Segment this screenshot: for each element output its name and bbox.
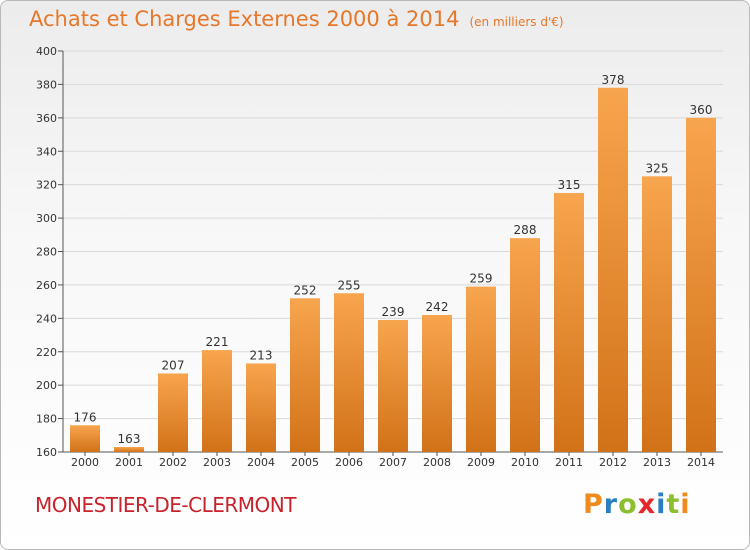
- x-tick-label: 2012: [599, 456, 627, 469]
- x-tick-label: 2006: [335, 456, 363, 469]
- x-tick-label: 2011: [555, 456, 583, 469]
- logo-letter: x: [637, 489, 657, 520]
- bar-2014: [686, 117, 716, 452]
- city-name: MONESTIER-DE-CLERMONT: [35, 493, 296, 517]
- y-tick-label: 340: [36, 145, 57, 158]
- logo-letter: r: [603, 489, 619, 520]
- y-tick-label: 280: [36, 246, 57, 259]
- x-tick-label: 2000: [71, 456, 99, 469]
- bar-2011: [554, 193, 584, 453]
- bar-2002: [158, 373, 188, 452]
- bar-2008: [422, 314, 452, 452]
- bar-2005: [290, 298, 320, 452]
- data-label-2003: 221: [206, 335, 229, 349]
- data-label-2000: 176: [74, 410, 97, 424]
- bar-2003: [202, 350, 232, 452]
- x-tick-label: 2001: [115, 456, 143, 469]
- bar-2000: [70, 425, 100, 452]
- y-tick-label: 220: [36, 346, 57, 359]
- chart-title: Achats et Charges Externes 2000 à 2014 (e…: [29, 7, 564, 31]
- bar-2004: [246, 363, 276, 452]
- data-label-2001: 163: [118, 432, 141, 446]
- logo-letter: P: [583, 489, 604, 520]
- chart-subtitle: (en milliers d'€): [469, 15, 564, 29]
- x-tick-label: 2010: [511, 456, 539, 469]
- x-tick-label: 2009: [467, 456, 495, 469]
- y-tick-label: 400: [36, 45, 57, 58]
- y-tick-label: 160: [36, 446, 57, 459]
- x-tick-label: 2002: [159, 456, 187, 469]
- data-label-2013: 325: [646, 161, 669, 175]
- data-label-2009: 259: [470, 272, 493, 286]
- y-tick-label: 300: [36, 212, 57, 225]
- x-tick-label: 2003: [203, 456, 231, 469]
- x-tick-label: 2005: [291, 456, 319, 469]
- data-label-2004: 213: [250, 348, 273, 362]
- bar-2012: [598, 87, 628, 452]
- data-label-2012: 378: [602, 73, 625, 87]
- bar-2009: [466, 286, 496, 452]
- logo-letter: t: [666, 489, 681, 520]
- data-label-2011: 315: [558, 178, 581, 192]
- x-tick-label: 2014: [687, 456, 715, 469]
- y-tick-label: 320: [36, 179, 57, 192]
- bar-2006: [334, 293, 364, 452]
- data-label-2002: 207: [162, 358, 185, 372]
- bar-2010: [510, 238, 540, 452]
- bar-2013: [642, 176, 672, 452]
- logo-letter: i: [680, 489, 691, 520]
- proxiti-logo: Proxiti: [583, 489, 691, 520]
- data-label-2008: 242: [426, 300, 449, 314]
- y-tick-label: 200: [36, 379, 57, 392]
- logo-letter: o: [618, 489, 638, 520]
- bar-2007: [378, 320, 408, 452]
- logo-letter: i: [656, 489, 667, 520]
- data-label-2010: 288: [514, 223, 537, 237]
- data-label-2014: 360: [690, 103, 713, 117]
- data-label-2006: 255: [338, 278, 361, 292]
- y-tick-label: 180: [36, 413, 57, 426]
- x-tick-label: 2004: [247, 456, 275, 469]
- y-tick-label: 380: [36, 78, 57, 91]
- x-tick-label: 2008: [423, 456, 451, 469]
- data-label-2005: 252: [294, 283, 317, 297]
- y-tick-label: 360: [36, 112, 57, 125]
- x-tick-label: 2013: [643, 456, 671, 469]
- data-label-2007: 239: [382, 305, 405, 319]
- bar-2001: [114, 446, 144, 452]
- y-tick-label: 260: [36, 279, 57, 292]
- y-tick-label: 240: [36, 312, 57, 325]
- x-tick-label: 2007: [379, 456, 407, 469]
